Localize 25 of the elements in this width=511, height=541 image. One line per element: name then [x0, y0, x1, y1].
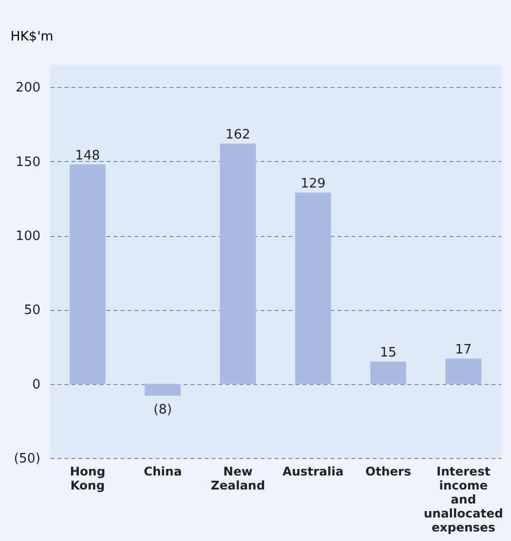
data-label: 162 — [226, 128, 250, 143]
data-label: 15 — [380, 346, 397, 361]
x-tick-label: Hong Kong — [70, 464, 106, 492]
bar — [370, 362, 406, 384]
y-tick-label: 100 — [16, 229, 40, 244]
bar — [220, 144, 256, 384]
x-tick-label: China — [144, 464, 182, 478]
x-tick-label: Interest income and unallocated expenses — [424, 464, 504, 534]
bar — [295, 192, 332, 384]
y-tick-label: 200 — [16, 80, 40, 96]
data-label: (8) — [154, 402, 172, 418]
data-label: 148 — [75, 148, 100, 164]
bar — [144, 384, 181, 396]
y-axis-title: HK$'m — [10, 30, 54, 44]
bar — [445, 358, 482, 384]
data-label: 129 — [300, 176, 326, 192]
bar — [70, 164, 106, 384]
y-tick-label: (50) — [14, 452, 40, 466]
y-tick-label: 150 — [16, 154, 40, 170]
x-tick-label: Others — [365, 464, 412, 478]
x-tick-label: New Zealand — [210, 464, 266, 492]
x-tick-label: Australia — [282, 464, 344, 478]
y-tick-label: 0 — [32, 377, 40, 392]
y-tick-label: 50 — [24, 303, 40, 318]
data-label: 17 — [455, 342, 472, 358]
